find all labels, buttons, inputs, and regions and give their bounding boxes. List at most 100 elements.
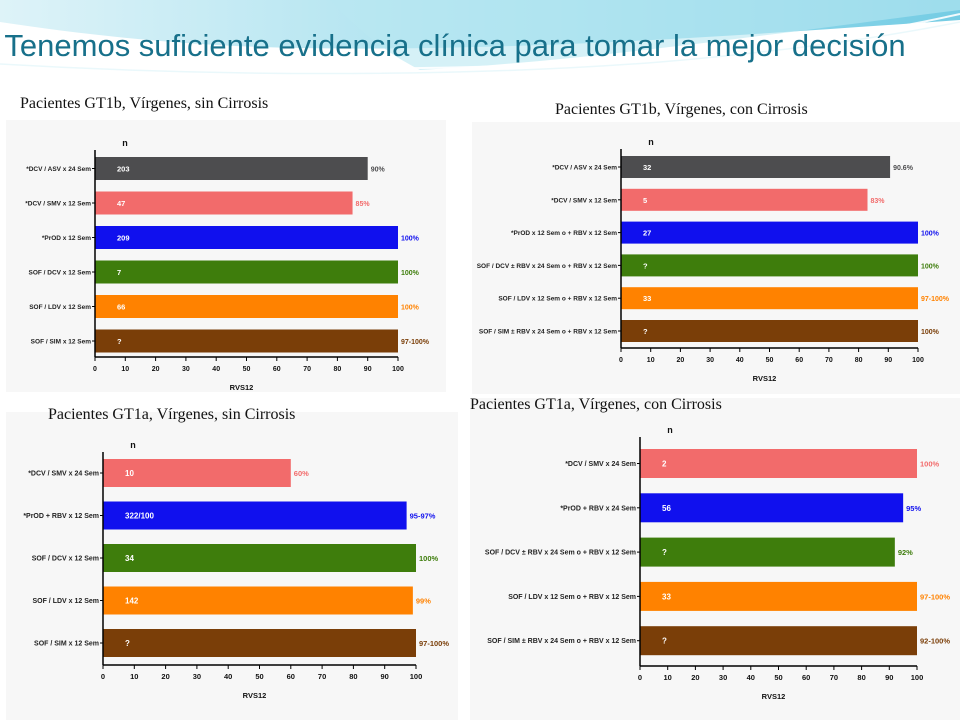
bar-value-label: 100% [920,460,940,469]
x-axis-label: RVS12 [753,374,777,383]
x-tick-label: 10 [664,673,672,682]
bar-value-label: 97-100% [419,639,449,648]
bar-value-label: 60% [294,469,309,478]
category-label: *PrOD + RBV x 12 Sem [23,513,99,520]
bar-value-label: 99% [416,597,431,606]
bar-value-label: 100% [401,270,420,277]
bar-value-label: 97-100% [920,592,950,601]
category-label: *DCV / SMV x 24 Sem [28,471,99,478]
category-label: *DCV / ASV x 24 Sem [552,165,617,172]
x-tick-label: 90 [364,366,372,373]
x-tick-label: 70 [303,366,311,373]
x-tick-label: 20 [677,357,685,364]
x-tick-label: 70 [825,357,833,364]
bar [103,629,416,657]
bar [95,191,353,215]
bar [95,157,368,180]
chart-title-gt1a-sin-cirrosis: Pacientes GT1a, Vírgenes, sin Cirrosis [48,406,296,423]
chart-title-gt1b-con-cirrosis: Pacientes GT1b, Vírgenes, con Cirrosis [555,101,808,118]
bar-value-label: 100% [921,231,940,238]
category-label: *DCV / ASV x 24 Sem [26,166,91,173]
bar [103,586,413,615]
bar-n-label: 34 [125,554,134,563]
bar-value-label: 95-97% [410,512,436,521]
bar-value-label: 97-100% [401,339,430,346]
bar-value-label: 100% [419,554,439,563]
x-tick-label: 20 [152,366,160,373]
bar-n-label: 33 [662,592,671,601]
bar-value-label: 95% [906,504,921,513]
x-tick-label: 100 [410,672,423,681]
x-tick-label: 80 [334,366,342,373]
x-tick-label: 50 [255,672,263,681]
slide-title: Tenemos suficiente evidencia clínica par… [4,28,906,63]
category-label: SOF / DCV ± RBV x 24 Sem o + RBV x 12 Se… [485,550,636,557]
bar [103,459,291,487]
x-tick-label: 100 [392,366,404,373]
header-line [0,13,960,70]
x-tick-label: 40 [212,366,220,373]
bar-value-label: 92-100% [920,637,950,646]
category-label: *PrOD + RBV x 24 Sem [560,505,636,512]
x-tick-label: 40 [736,357,744,364]
bar-value-label: 90.6% [893,165,914,172]
x-tick-label: 0 [619,357,623,364]
bar [621,287,918,310]
x-tick-label: 90 [885,673,893,682]
bar-n-label: 142 [125,597,139,606]
bar [95,260,398,284]
x-tick-label: 40 [747,673,755,682]
header-line-2 [0,21,960,75]
category-label: *PrOD x 12 Sem [42,235,91,242]
n-column-header: n [648,137,654,147]
x-tick-label: 30 [193,672,201,681]
x-tick-label: 60 [795,357,803,364]
bar-n-label: 56 [662,504,671,513]
x-tick-label: 30 [182,366,190,373]
category-label: SOF / LDV x 12 Sem [32,598,99,605]
category-label: *DCV / SMV x 12 Sem [25,201,91,208]
x-tick-label: 80 [349,672,357,681]
bar-n-label: ? [125,639,130,648]
category-label: SOF / SIM x 12 Sem [31,339,92,346]
x-tick-label: 10 [121,366,129,373]
x-tick-label: 60 [287,672,295,681]
bar-value-label: 100% [921,329,940,336]
x-axis-label: RVS12 [243,691,267,700]
bar [95,329,398,353]
bar-value-label: 90% [371,167,386,174]
bar-n-label: 32 [643,163,651,172]
category-label: SOF / DCV x 12 Sem [29,270,92,277]
bar-n-label: 5 [643,196,647,205]
x-tick-label: 50 [766,357,774,364]
category-label: SOF / LDV x 12 Sem o + RBV x 12 Sem [498,296,617,303]
bar [621,188,868,211]
x-tick-label: 10 [647,357,655,364]
x-tick-label: 0 [101,672,105,681]
x-tick-label: 0 [638,673,642,682]
category-label: SOF / LDV x 12 Sem [29,304,91,311]
x-tick-label: 100 [912,357,924,364]
bar-n-label: 66 [117,303,125,312]
bar-n-label: 322/100 [125,512,154,521]
bar [621,254,918,277]
bar-n-label: ? [662,548,667,557]
bar-value-label: 97-100% [921,296,950,303]
n-column-header: n [667,425,673,435]
bar-n-label: ? [117,337,122,346]
x-tick-label: 60 [802,673,810,682]
bar-n-label: ? [643,261,648,270]
bar [95,226,398,249]
bar-value-label: 100% [401,236,420,243]
bar-value-label: 100% [401,305,420,312]
bar [640,449,917,478]
bar-value-label: 100% [921,263,940,270]
x-tick-label: 90 [884,357,892,364]
bar-n-label: ? [662,637,667,646]
bar [621,156,891,178]
n-column-header: n [130,440,136,450]
bar-value-label: 85% [356,201,371,208]
